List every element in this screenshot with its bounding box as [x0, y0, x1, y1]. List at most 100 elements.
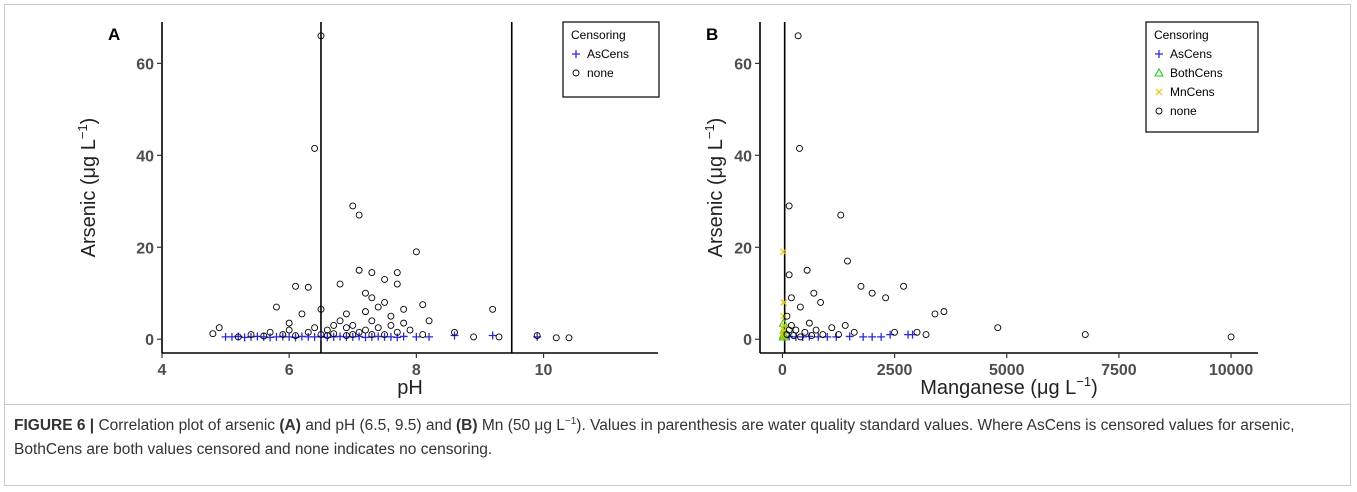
data-point-none [790, 332, 798, 339]
data-point-none [292, 282, 299, 290]
y-axis-title-suffix: ) [78, 118, 100, 125]
data-point-none [785, 326, 793, 334]
data-point-none [419, 331, 427, 339]
data-point-none [381, 275, 389, 283]
data-point-none [285, 326, 293, 334]
data-point-none [330, 330, 338, 338]
data-point-none [470, 333, 478, 341]
data-point-ascens [791, 332, 800, 341]
data-point-ascens [1155, 50, 1163, 58]
data-point-none [374, 324, 382, 332]
data-point-none [451, 328, 458, 336]
data-point-none [393, 269, 401, 276]
data-point-none [419, 301, 427, 309]
data-point-none [1081, 331, 1089, 339]
data-point-none [336, 317, 344, 325]
legend-box [1145, 21, 1259, 133]
data-point-none [572, 69, 580, 77]
panel-label: B [706, 25, 718, 44]
data-point-none [783, 312, 791, 320]
data-point-none [796, 333, 804, 341]
data-point-none [844, 257, 851, 265]
data-point-none [311, 144, 319, 152]
data-point-none [260, 332, 268, 340]
data-point-none [393, 280, 401, 288]
legend-entry-none: none [587, 66, 614, 80]
legend-entry-none: none [1170, 104, 1197, 118]
y-tick-label: 20 [136, 240, 154, 257]
data-point-none [292, 332, 299, 339]
data-point-none [857, 282, 865, 290]
caption-segment: −1 [564, 416, 577, 427]
data-point-none [1155, 107, 1163, 115]
data-point-none [796, 303, 804, 311]
data-point-none [837, 211, 845, 219]
data-point-none [298, 310, 306, 318]
x-tick-label: 10 [535, 362, 553, 379]
data-point-none [342, 310, 350, 318]
data-point-none [317, 331, 325, 339]
data-point-none [801, 328, 809, 336]
data-point-mncens [779, 248, 787, 256]
data-point-none [835, 331, 842, 339]
x-axis-title-main: Manganese (μg L [920, 377, 1076, 399]
data-point-none [882, 294, 890, 302]
x-tick-label: 7500 [1101, 362, 1137, 379]
data-point-ascens [425, 332, 434, 341]
data-point-none [533, 332, 541, 339]
data-point-none [349, 321, 357, 329]
data-point-none [368, 331, 376, 339]
figure-caption: FIGURE 6 | Correlation plot of arsenic (… [14, 410, 1334, 462]
data-point-ascens [859, 332, 868, 341]
data-point-none [215, 324, 223, 332]
x-tick-label: 2500 [877, 362, 913, 379]
data-point-none [349, 202, 357, 210]
data-point-none [412, 248, 420, 256]
data-point-none [552, 334, 560, 342]
data-point-none [850, 328, 858, 336]
x-tick-label: 5000 [989, 362, 1025, 379]
data-point-bothcens [1154, 67, 1164, 77]
data-point-none [209, 330, 217, 338]
data-point-none [368, 269, 376, 276]
data-point-none [868, 289, 876, 297]
legend-box [562, 21, 660, 98]
y-axis-title-sup: −1 [702, 124, 717, 139]
y-tick-label: 20 [734, 240, 752, 257]
legend-entry-mncens: MnCens [1170, 85, 1215, 99]
data-point-none [393, 328, 401, 336]
y-tick-label: 0 [743, 332, 752, 349]
data-point-none [828, 324, 836, 332]
data-point-none [368, 317, 376, 325]
data-point-none [400, 319, 408, 327]
data-point-none [362, 289, 369, 297]
caption-segment: Correlation plot of arsenic [94, 417, 280, 435]
data-point-none [349, 331, 357, 339]
data-point-none [913, 328, 921, 336]
data-point-ascens [572, 50, 580, 58]
data-point-none [355, 211, 363, 219]
data-point-none [489, 305, 497, 313]
data-point-none [381, 298, 389, 306]
data-points [778, 32, 1235, 341]
x-axis-title-main: pH [397, 377, 423, 399]
y-tick-label: 40 [136, 148, 154, 165]
legend-entry-ascens: AsCens [1170, 47, 1212, 61]
x-axis-title-sup: −1 [1076, 374, 1091, 389]
data-point-none [922, 331, 930, 339]
caption-divider [4, 404, 1351, 405]
y-axis-title-sup: −1 [75, 124, 90, 139]
x-axis-title: pH [397, 377, 423, 399]
data-point-none [819, 331, 827, 339]
data-point-none [234, 333, 242, 341]
data-point-ascens [488, 331, 497, 340]
data-point-ascens [355, 332, 364, 341]
data-point-none [406, 326, 414, 334]
data-point-none [812, 326, 820, 334]
data-point-none [794, 32, 802, 40]
data-point-mncens [780, 333, 788, 341]
data-point-none [317, 32, 325, 40]
data-point-none [266, 328, 274, 336]
data-point-none [362, 326, 369, 334]
